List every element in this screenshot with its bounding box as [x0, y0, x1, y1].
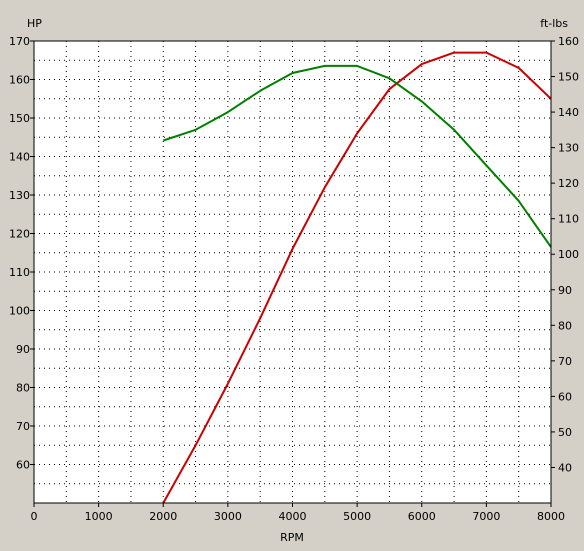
x-axis-tick-label: 5000 [343, 510, 371, 523]
x-axis-tick-label: 8000 [537, 510, 565, 523]
x-axis-tick-label: 1000 [85, 510, 113, 523]
left-axis-tick-label: 120 [9, 228, 30, 241]
right-axis-tick-label: 80 [558, 319, 572, 332]
left-axis-tick-label: 90 [16, 343, 30, 356]
right-axis-tick-label: 160 [558, 35, 579, 48]
x-axis-title: RPM [280, 531, 304, 544]
x-axis-tick-label: 2000 [149, 510, 177, 523]
x-axis-tick-label: 0 [31, 510, 38, 523]
right-axis-tick-label: 150 [558, 71, 579, 84]
right-axis-tick-label: 120 [558, 177, 579, 190]
right-axis-tick-label: 40 [558, 461, 572, 474]
right-axis-tick-label: 130 [558, 142, 579, 155]
right-axis-title: ft-lbs [540, 17, 568, 30]
grid-layer [34, 40, 551, 503]
left-axis-tick-label: 160 [9, 74, 30, 87]
left-axis-tick-label: 80 [16, 382, 30, 395]
left-axis-title: HP [27, 17, 42, 30]
right-axis-tick-label: 110 [558, 213, 579, 226]
left-axis-tick-label: 140 [9, 151, 30, 164]
tick-layer: 60 70 80 90 100 110 120 130 140 150 160 170 40 50 60 70… [9, 35, 579, 523]
right-axis-tick-label: 100 [558, 248, 579, 261]
plot-border [33, 40, 552, 504]
left-axis-tick-label: 100 [9, 305, 30, 318]
horsepower-series-line [162, 51, 552, 504]
left-axis-tick-label: 110 [9, 266, 30, 279]
left-axis-tick-label: 130 [9, 189, 30, 202]
left-axis-tick-label: 150 [9, 112, 30, 125]
left-axis-tick-label: 70 [16, 420, 30, 433]
right-axis-tick-label: 60 [558, 390, 572, 403]
right-axis-tick-label: 140 [558, 106, 579, 119]
x-axis-tick-label: 6000 [408, 510, 436, 523]
right-axis-tick-label: 50 [558, 426, 572, 439]
torque-series-line [162, 64, 552, 248]
right-axis-tick-label: 90 [558, 284, 572, 297]
left-axis-tick-label: 60 [16, 459, 30, 472]
left-axis-tick-label: 170 [9, 35, 30, 48]
x-axis-tick-label: 3000 [214, 510, 242, 523]
series-layer [162, 51, 552, 504]
x-axis-tick-label: 4000 [279, 510, 307, 523]
x-axis-tick-label: 7000 [472, 510, 500, 523]
right-axis-tick-label: 70 [558, 355, 572, 368]
